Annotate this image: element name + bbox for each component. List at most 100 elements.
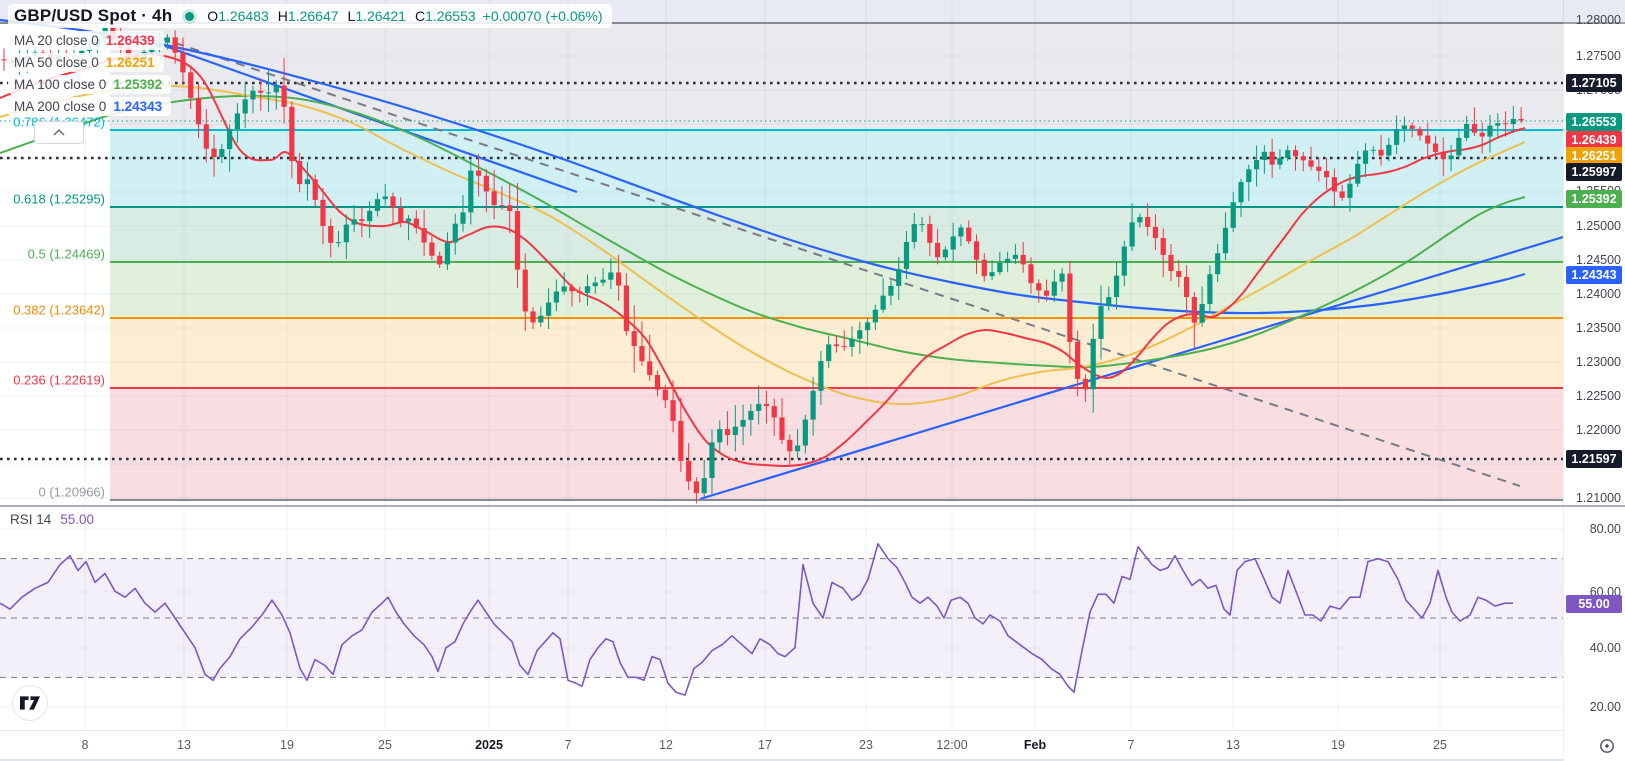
candle-body	[584, 286, 591, 293]
candle-body	[538, 315, 544, 323]
ascending-trendline[interactable]	[699, 235, 1563, 501]
candle-body	[1129, 222, 1135, 247]
rsi-line[interactable]	[0, 543, 1513, 696]
candle-body	[670, 400, 676, 421]
candle-body	[600, 279, 606, 283]
candle-body	[1339, 191, 1345, 198]
candle-body	[1137, 217, 1143, 223]
market-status-icon[interactable]	[185, 11, 195, 21]
rsi-legend[interactable]: RSI 14 55.00	[10, 512, 94, 527]
tradingview-logo[interactable]	[12, 685, 48, 721]
fib-level-label: 0.236 (1.22619)	[13, 372, 105, 388]
candle-body	[1495, 123, 1501, 126]
time-label[interactable]: 7	[564, 738, 572, 752]
candle-body	[1355, 163, 1361, 184]
candle-body	[312, 179, 318, 200]
fib-band	[110, 319, 1563, 388]
ohlc-values: O1.26483 H1.26647 L1.26421 C1.26553	[207, 8, 475, 24]
candle-body	[1199, 304, 1205, 323]
fib-level-label: 0 (1.20966)	[38, 484, 106, 500]
ma-label: MA 50 close 0	[14, 55, 99, 70]
ma100-line[interactable]	[0, 94, 1526, 369]
candle-body	[1261, 151, 1267, 161]
candle-body	[1432, 143, 1439, 152]
candle-body	[1, 59, 7, 61]
price-badge: 1.25997	[1566, 163, 1622, 181]
time-axis[interactable]: 8 13 19 25 2025 7 12 17 23 12:00 Feb 7 13 19 25	[0, 730, 1625, 761]
candle-body	[164, 37, 170, 43]
candle-body	[701, 478, 707, 494]
candle-body	[468, 170, 474, 213]
timezone-clock-icon[interactable]	[1597, 736, 1617, 756]
time-label[interactable]: 7	[1127, 738, 1135, 752]
candle-body	[304, 179, 311, 185]
axis-label: 1.27500	[1575, 49, 1621, 63]
candle-body	[818, 361, 824, 391]
candle-body	[911, 224, 917, 242]
symbol-row[interactable]: GBP/USD Spot · 4h O1.26483 H1.26647 L1.264…	[8, 4, 612, 28]
candle-body	[561, 286, 567, 292]
candle-body	[1456, 137, 1462, 156]
candle-body	[374, 199, 381, 211]
candle-body	[888, 285, 894, 296]
candle-body	[367, 210, 373, 222]
candle-body	[546, 302, 552, 316]
time-label[interactable]: 8	[81, 738, 89, 752]
candle-body	[460, 212, 466, 224]
ma200-line[interactable]	[0, 18, 1526, 315]
chart-canvas[interactable]	[0, 0, 1563, 761]
ma-legend-row[interactable]: MA 20 close 0 1.26439	[8, 31, 164, 50]
descending-trendline[interactable]	[164, 44, 578, 194]
time-label[interactable]: 13	[1226, 738, 1240, 752]
candle-body	[491, 191, 497, 206]
axis-label: 80.00	[1589, 522, 1621, 536]
candle-body	[826, 344, 832, 362]
candles[interactable]	[1, 11, 1524, 504]
axis-label: 20.00	[1589, 700, 1621, 714]
candle-body	[429, 242, 435, 256]
time-label[interactable]: 13	[177, 738, 191, 752]
candle-body	[499, 205, 505, 207]
candle-body	[1378, 149, 1384, 156]
candle-body	[297, 160, 303, 185]
pane-separator[interactable]	[0, 505, 1625, 507]
symbol-title[interactable]: GBP/USD Spot · 4h	[14, 6, 173, 25]
candle-body	[250, 90, 256, 100]
time-label[interactable]: 25	[1433, 738, 1447, 752]
candle-body	[678, 420, 684, 461]
time-label[interactable]: 25	[378, 738, 392, 752]
ma-legend-row[interactable]: MA 100 close 0 1.25392	[8, 75, 172, 94]
candle-body	[1036, 283, 1042, 291]
candle-body	[1183, 276, 1190, 298]
legend-collapse-button[interactable]	[34, 121, 84, 144]
candle-body	[289, 106, 295, 161]
time-label[interactable]: 12	[659, 738, 673, 752]
candle-body	[569, 286, 575, 292]
candle-body	[616, 272, 622, 286]
time-label[interactable]: 19	[1331, 738, 1345, 752]
candle-body	[281, 85, 287, 107]
candle-body	[1238, 182, 1244, 203]
candle-body	[662, 389, 668, 401]
time-label[interactable]: 17	[758, 738, 772, 752]
time-label[interactable]: Feb	[1023, 738, 1047, 752]
price-badge: 1.21597	[1566, 450, 1622, 468]
ma-legend-row[interactable]: MA 200 close 0 1.24343	[8, 97, 172, 116]
time-label[interactable]: 12:00	[936, 738, 968, 752]
candle-body	[787, 439, 793, 452]
candle-body	[771, 406, 777, 418]
price-badge: 1.26439	[1566, 131, 1622, 149]
ma-legend-row[interactable]: MA 50 close 0 1.26251	[8, 53, 164, 72]
candle-body	[1253, 160, 1260, 170]
candle-body	[320, 199, 326, 226]
candle-body	[359, 219, 365, 222]
ma-legend-rows: MA 20 close 0 1.26439 MA 50 close 0 1.26251…	[8, 31, 612, 116]
candle-body	[437, 255, 443, 265]
price-axis[interactable]: 1.280001.275001.270001.255001.250001.245…	[1563, 0, 1625, 761]
ohlc-item: H1.26647	[277, 8, 339, 24]
time-label[interactable]: 23	[859, 738, 873, 752]
time-label[interactable]: 2025	[475, 738, 503, 752]
candle-body	[880, 295, 886, 310]
time-label[interactable]: 19	[280, 738, 294, 752]
axis-label: 40.00	[1589, 641, 1621, 655]
